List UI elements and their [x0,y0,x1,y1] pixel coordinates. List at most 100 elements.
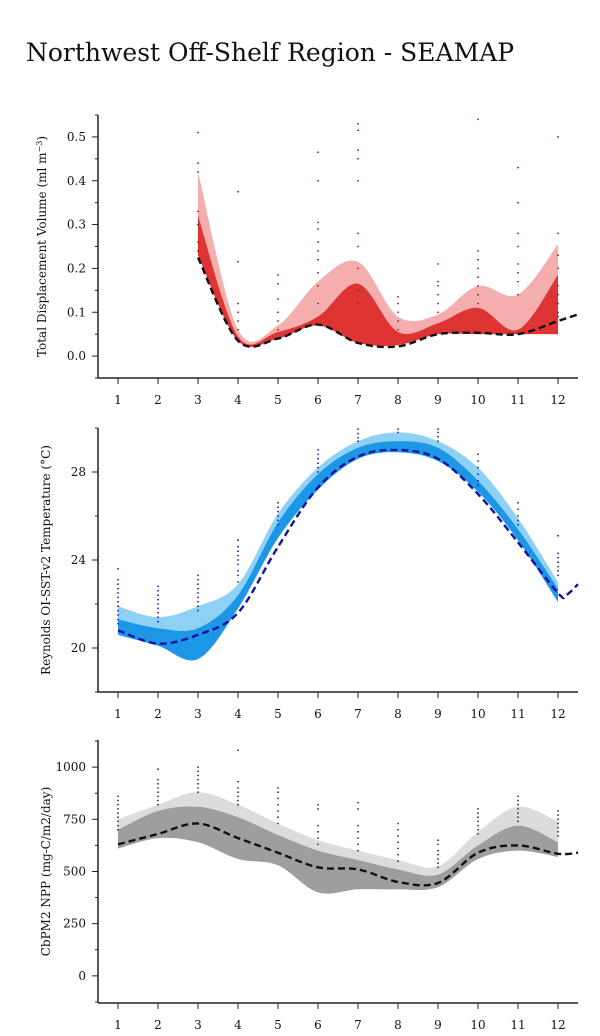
data-point [477,250,479,252]
data-point [357,440,359,443]
data-point [477,828,479,831]
x-tick-label: 3 [194,707,202,721]
data-point [557,570,559,572]
x-tick-label: 7 [354,1018,362,1032]
data-point [317,453,319,456]
data-point [197,592,199,594]
data-point [117,622,119,625]
data-point [197,605,199,608]
data-point [277,328,279,331]
data-point [157,620,159,623]
data-point [557,293,559,296]
data-point [477,118,479,121]
data-point [197,578,199,581]
data-point [237,550,239,553]
data-point [197,223,199,226]
data-point [357,837,359,839]
data-point [477,824,479,827]
x-tick-label: 11 [510,1018,525,1032]
data-point [477,484,479,487]
data-point [517,803,519,806]
data-point [237,311,239,314]
data-point [237,799,239,802]
data-point [317,824,319,827]
x-tick-label: 4 [234,707,242,721]
x-tick-label: 10 [470,707,485,721]
data-point [197,587,199,590]
data-point [317,462,319,465]
data-point [437,858,439,860]
inner-range-band [118,441,558,661]
y-axis-label: Reynolds OI-SST-v2 Temperature (°C) [39,445,53,675]
inner-range-band [198,215,558,347]
data-point [557,814,559,816]
data-point [277,320,279,322]
x-tick-label: 7 [354,393,362,407]
data-point [197,131,199,134]
data-point [237,574,239,577]
data-point [437,293,439,296]
data-point [197,791,199,794]
data-point [197,609,199,612]
x-tick-label: 10 [470,1018,485,1032]
data-point [517,795,519,798]
y-axis-label: Total Displacement Volume (ml m−3) [35,136,50,357]
data-point [157,585,159,588]
y-tick-label: 0.0 [67,349,86,363]
x-tick-label: 8 [394,393,402,407]
data-point [557,315,559,318]
data-point [237,328,239,331]
data-point [557,818,559,821]
data-point [197,770,199,773]
data-point [357,843,359,846]
data-point [357,428,359,430]
data-point [317,466,319,469]
data-point [517,812,519,814]
data-point [117,799,119,802]
data-point [117,605,119,608]
data-point [237,563,239,566]
y-tick-label: 20 [71,641,86,655]
y-tick-label: 750 [63,812,86,826]
data-point [317,271,319,274]
data-point [557,267,559,270]
data-point [157,778,159,781]
data-point [197,210,199,213]
data-point [437,839,439,842]
x-tick-label: 6 [314,1018,322,1032]
data-point [317,471,319,473]
data-point [437,428,439,430]
data-point [557,556,559,559]
y-tick-label: 0.2 [67,261,86,275]
data-point [437,862,439,865]
x-tick-label: 2 [154,393,162,407]
data-point [557,552,559,555]
x-tick-label: 2 [154,1018,162,1032]
data-point [517,201,519,204]
data-point [237,570,239,572]
data-point [197,782,199,785]
data-point [117,578,119,581]
data-point [477,812,479,814]
x-tick-label: 8 [394,707,402,721]
data-point [557,830,559,833]
x-tick-label: 12 [550,707,565,721]
data-point [237,260,239,263]
data-point [117,808,119,810]
data-point [157,603,159,605]
data-point [277,311,279,314]
data-point [437,853,439,856]
data-point [237,581,239,583]
data-point [357,289,359,292]
climatology-mean-line [117,822,579,887]
data-point [357,267,359,270]
data-point [197,241,199,244]
data-point [277,510,279,513]
data-point [277,822,279,825]
data-point [117,812,119,814]
data-point [317,803,319,806]
data-point [117,567,119,570]
data-point [277,282,279,285]
data-point [557,232,559,235]
